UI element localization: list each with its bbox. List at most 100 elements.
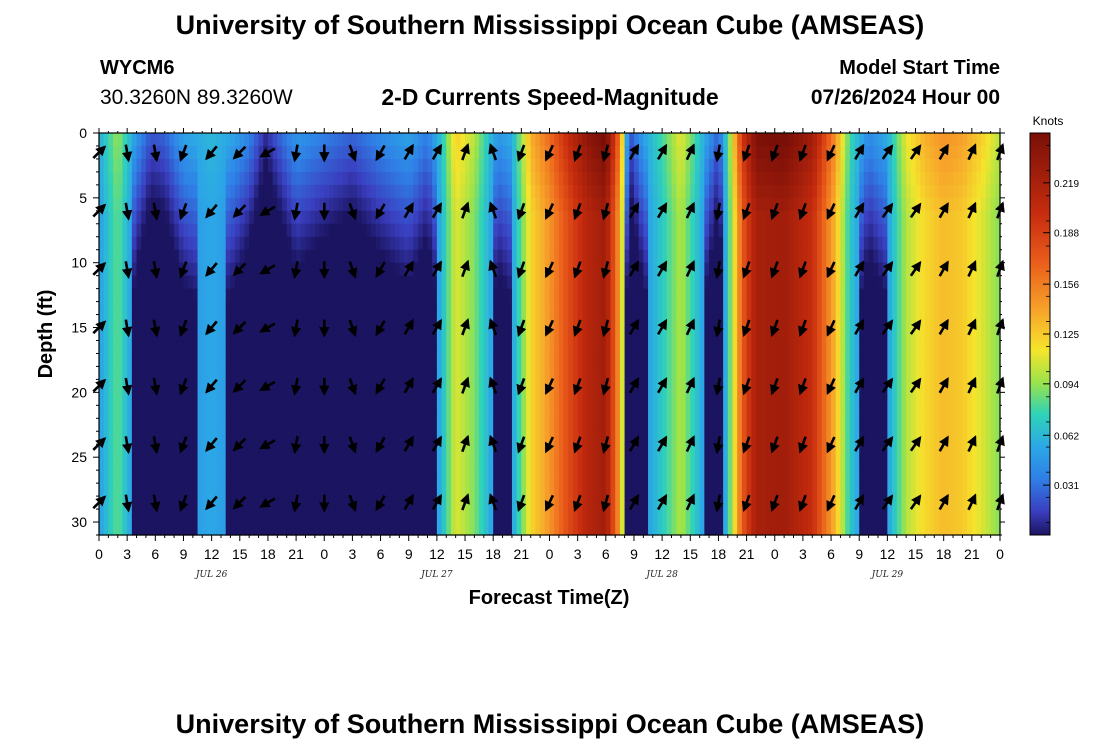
- heatmap-cell: [676, 522, 682, 536]
- heatmap-cell: [399, 509, 405, 523]
- heatmap-cell: [831, 210, 837, 225]
- heatmap-cell: [164, 522, 170, 536]
- station-coordinates: 30.3260N 89.3260W: [100, 86, 293, 109]
- heatmap-cell: [840, 158, 846, 173]
- heatmap-cell: [483, 431, 490, 445]
- heatmap-cell: [282, 145, 288, 160]
- heatmap-cell: [629, 470, 635, 484]
- heatmap-cell: [338, 197, 344, 212]
- heatmap-cell: [216, 314, 222, 329]
- heatmap-cell: [465, 327, 471, 342]
- heatmap-cell: [441, 379, 447, 393]
- heatmap-cell: [113, 431, 119, 445]
- heatmap-cell: [216, 392, 222, 406]
- heatmap-cell: [113, 288, 119, 303]
- heatmap-cell: [751, 236, 757, 251]
- heatmap-cell: [591, 210, 598, 225]
- heatmap-cell: [418, 262, 424, 277]
- heatmap-cell: [709, 223, 715, 238]
- heatmap-cell: [497, 483, 504, 497]
- heatmap-cell: [366, 184, 372, 199]
- heatmap-cell: [385, 184, 391, 199]
- heatmap-cell: [263, 522, 269, 536]
- heatmap-cell: [136, 327, 142, 342]
- heatmap-cell: [418, 405, 424, 419]
- heatmap-cell: [652, 353, 659, 368]
- heatmap-cell: [483, 145, 490, 160]
- heatmap-cell: [357, 496, 363, 510]
- heatmap-cell: [788, 496, 795, 510]
- heatmap-cell: [155, 457, 161, 471]
- heatmap-cell: [540, 457, 546, 471]
- heatmap-cell: [474, 171, 480, 186]
- heatmap-cell: [286, 379, 292, 393]
- heatmap-cell: [826, 314, 832, 329]
- heatmap-cell: [591, 431, 598, 445]
- heatmap-cell: [235, 457, 241, 471]
- heatmap-cell: [676, 457, 682, 471]
- heatmap-cell: [277, 405, 283, 419]
- heatmap-cell: [127, 184, 133, 199]
- heatmap-cell: [277, 327, 283, 342]
- heatmap-cell: [202, 522, 208, 536]
- heatmap-cell: [202, 223, 208, 238]
- heatmap-cell: [413, 158, 419, 173]
- heatmap-cell: [164, 327, 170, 342]
- heatmap-cell: [277, 431, 283, 445]
- heatmap-cell: [849, 340, 856, 355]
- heatmap-cell: [244, 457, 250, 471]
- heatmap-cell: [108, 197, 114, 212]
- heatmap-cell: [136, 444, 142, 458]
- heatmap-cell: [366, 366, 372, 380]
- heatmap-cell: [338, 379, 344, 393]
- heatmap-cell: [263, 288, 269, 303]
- heatmap-cell: [286, 158, 292, 173]
- heatmap-cell: [216, 353, 222, 368]
- heatmap-cell: [474, 158, 480, 173]
- heatmap-cell: [249, 223, 255, 238]
- heatmap-cell: [469, 262, 476, 277]
- heatmap-cell: [253, 457, 260, 471]
- heatmap-cell: [427, 262, 433, 277]
- heatmap-cell: [113, 249, 119, 264]
- heatmap-cell: [483, 133, 490, 147]
- heatmap-cell: [258, 353, 264, 368]
- heatmap-cell: [408, 210, 415, 225]
- heatmap-cell: [216, 509, 222, 523]
- heatmap-cell: [174, 509, 180, 523]
- heatmap-cell: [760, 262, 766, 277]
- heatmap-cell: [845, 171, 851, 186]
- heatmap-cell: [788, 133, 795, 147]
- heatmap-cell: [694, 171, 701, 186]
- heatmap-cell: [699, 262, 705, 277]
- heatmap-cell: [530, 197, 537, 212]
- heatmap-cell: [709, 340, 715, 355]
- heatmap-cell: [648, 262, 654, 277]
- heatmap-cell: [549, 171, 555, 186]
- heatmap-cell: [690, 470, 696, 484]
- heatmap-cell: [732, 353, 738, 368]
- heatmap-cell: [662, 249, 668, 264]
- heatmap-cell: [202, 444, 208, 458]
- heatmap-cell: [690, 327, 696, 342]
- heatmap-cell: [328, 133, 335, 147]
- heatmap-cell: [610, 340, 616, 355]
- heatmap-cell: [249, 262, 255, 277]
- heatmap-cell: [648, 197, 654, 212]
- heatmap-cell: [732, 249, 738, 264]
- heatmap-cell: [375, 133, 382, 147]
- heatmap-cell: [535, 249, 541, 264]
- heatmap-cell: [441, 197, 447, 212]
- heatmap-cell: [760, 431, 766, 445]
- heatmap-cell: [432, 418, 438, 432]
- heatmap-cell: [582, 470, 588, 484]
- heatmap-cell: [197, 145, 203, 160]
- heatmap-cell: [375, 158, 382, 173]
- heatmap-cell: [422, 249, 429, 264]
- heatmap-cell: [441, 145, 447, 160]
- heatmap-cell: [479, 171, 485, 186]
- heatmap-cell: [249, 418, 255, 432]
- heatmap-cell: [784, 288, 790, 303]
- heatmap-cell: [441, 158, 447, 173]
- heatmap-cell: [300, 522, 307, 536]
